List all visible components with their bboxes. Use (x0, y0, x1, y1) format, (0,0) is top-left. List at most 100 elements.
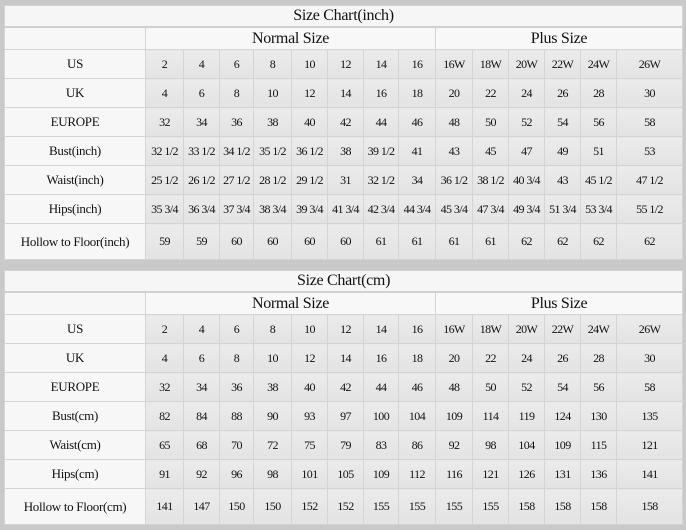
table-row: Waist(cm) 65 68 70 72 75 79 83 86 92 98 104 109 115 12… (4, 430, 684, 460)
table-cell: 47 3/4 (472, 194, 509, 224)
table-cell: 18W (472, 49, 509, 79)
table-cell: 109 (435, 401, 473, 431)
table-cell: 20 (435, 78, 473, 108)
table-cell: 30 (615, 78, 684, 108)
table-cell: 54 (544, 107, 581, 137)
table-cell: 50 (472, 372, 509, 402)
table-cell: 36 (219, 372, 254, 402)
table-cell: 29 1/2 (291, 165, 328, 195)
table-cell: 46 (398, 372, 436, 402)
table-cell: 16 (363, 343, 399, 373)
table-cell: 12 (327, 49, 364, 79)
table-cell: 33 1/2 (183, 136, 220, 166)
table-cell: 38 (327, 136, 364, 166)
table-cell: 52 (508, 107, 545, 137)
row-label: US (4, 314, 146, 344)
table-cell: 2 (145, 314, 184, 344)
table-cell: 18W (472, 314, 509, 344)
table-cell: 56 (580, 107, 617, 137)
table-cell: 72 (253, 430, 292, 460)
table-cell: 61 (363, 223, 399, 260)
table-cell: 75 (291, 430, 328, 460)
table-cell: 97 (327, 401, 364, 431)
group-header-normal-size: Normal Size (145, 291, 436, 315)
size-chart-cm-table: Size Chart(cm) Normal Size Plus Size US 2 4 6 8… (3, 270, 684, 525)
table-cell: 18 (398, 343, 436, 373)
table-cell: 16W (435, 314, 473, 344)
table-cell: 135 (615, 401, 684, 431)
chart-title: Size Chart(inch) (3, 5, 684, 28)
table-cell: 152 (327, 488, 364, 525)
table-cell: 4 (183, 314, 220, 344)
table-cell: 48 (435, 372, 473, 402)
group-header-plus-size: Plus Size (434, 291, 684, 315)
table-cell: 36 3/4 (183, 194, 220, 224)
table-cell: 60 (253, 223, 292, 260)
table-cell: 130 (580, 401, 617, 431)
table-cell: 18 (398, 78, 436, 108)
table-cell: 24W (580, 49, 617, 79)
table-cell: 8 (253, 314, 292, 344)
table-cell: 60 (327, 223, 364, 260)
group-header-normal-size: Normal Size (145, 26, 436, 50)
table-cell: 22W (544, 314, 581, 344)
group-header-blank (4, 26, 146, 50)
table-row: Hollow to Floor(cm) 141 147 150 150 152 152 155… (4, 488, 684, 525)
table-cell: 152 (291, 488, 328, 525)
title-row: Size Chart(cm) (3, 270, 684, 293)
table-cell: 2 (145, 49, 184, 79)
table-cell: 38 (253, 107, 292, 137)
table-cell: 40 (291, 107, 328, 137)
table-cell: 98 (472, 430, 509, 460)
table-cell: 36 1/2 (291, 136, 328, 166)
table-cell: 26W (615, 49, 684, 79)
table-cell: 51 3/4 (544, 194, 581, 224)
row-label: Hips(inch) (4, 194, 146, 224)
table-cell: 92 (435, 430, 473, 460)
table-cell: 8 (219, 78, 254, 108)
table-cell: 98 (253, 459, 292, 489)
table-cell: 20 (435, 343, 473, 373)
table-cell: 53 3/4 (580, 194, 617, 224)
table-cell: 34 (183, 107, 220, 137)
table-cell: 42 3/4 (363, 194, 399, 224)
table-cell: 32 (145, 372, 184, 402)
table-cell: 39 3/4 (291, 194, 328, 224)
table-cell: 141 (615, 459, 684, 489)
table-cell: 22 (472, 343, 509, 373)
table-cell: 36 (219, 107, 254, 137)
table-cell: 52 (508, 372, 545, 402)
table-cell: 68 (183, 430, 220, 460)
table-cell: 10 (291, 49, 328, 79)
table-cell: 62 (580, 223, 617, 260)
row-label: Hollow to Floor(cm) (4, 488, 146, 525)
table-cell: 65 (145, 430, 184, 460)
row-label: US (4, 49, 146, 79)
table-cell: 16 (398, 49, 436, 79)
table-cell: 104 (508, 430, 545, 460)
table-cell: 6 (219, 314, 254, 344)
row-label: Hollow to Floor(inch) (4, 223, 146, 260)
table-row: UK 4 6 8 10 12 14 16 18 20 22 24 26 28 30 (4, 78, 684, 108)
table-row: EUROPE 32 34 36 38 40 42 44 46 48 50 52 54 56 58 (4, 372, 684, 402)
table-cell: 109 (544, 430, 581, 460)
group-header-row: Normal Size Plus Size (4, 291, 684, 315)
table-cell: 155 (435, 488, 473, 525)
table-cell: 27 1/2 (219, 165, 254, 195)
table-cell: 34 (183, 372, 220, 402)
table-cell: 150 (253, 488, 292, 525)
table-cell: 10 (253, 78, 292, 108)
table-cell: 16 (398, 314, 436, 344)
table-cell: 35 1/2 (253, 136, 292, 166)
table-cell: 141 (145, 488, 184, 525)
table-cell: 16W (435, 49, 473, 79)
table-cell: 136 (580, 459, 617, 489)
table-cell: 10 (291, 314, 328, 344)
table-cell: 104 (398, 401, 436, 431)
table-cell: 90 (253, 401, 292, 431)
table-cell: 58 (615, 372, 684, 402)
table-cell: 34 1/2 (219, 136, 254, 166)
table-cell: 155 (363, 488, 399, 525)
table-cell: 40 3/4 (508, 165, 545, 195)
table-cell: 56 (580, 372, 617, 402)
